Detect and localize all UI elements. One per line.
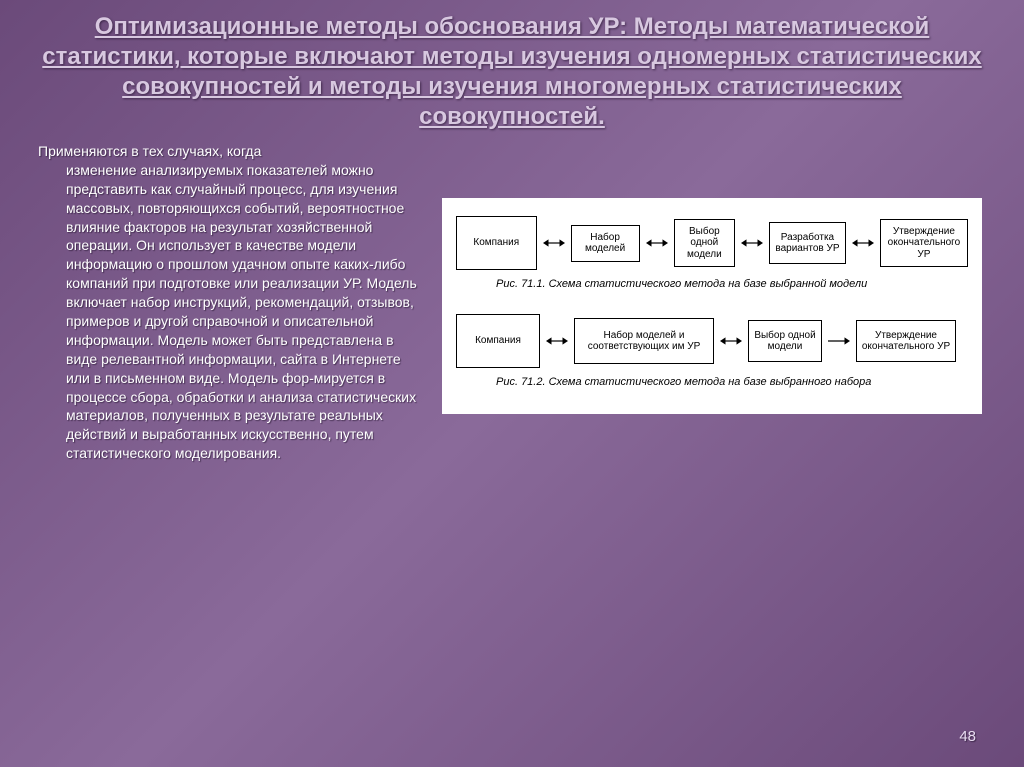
arrow-icon: [546, 331, 568, 351]
paragraph-first-line: Применяются в тех случаях, когда: [38, 142, 418, 161]
arrow-icon: [720, 331, 742, 351]
body-text: Применяются в тех случаях, когда изменен…: [38, 138, 418, 463]
flow-node: Выбор одной модели: [674, 219, 735, 268]
flow-node: Компания: [456, 216, 537, 270]
flow-node: Утверждение окончательного УР: [880, 219, 968, 268]
arrow-icon: [852, 233, 874, 253]
content-row: Применяются в тех случаях, когда изменен…: [38, 138, 986, 463]
flow-node: Выбор одной модели: [748, 320, 822, 362]
caption-1: Рис. 71.1. Схема статистического метода …: [496, 278, 968, 290]
diagram-container: Компания Набор моделей Выбор одной модели Р…: [442, 198, 982, 414]
arrow-icon: [543, 233, 565, 253]
paragraph-body: изменение анализируемых показателей можн…: [66, 161, 418, 463]
flowchart-2: Компания Набор моделей и соответствующих …: [456, 314, 968, 368]
arrow-icon: [646, 233, 668, 253]
flow-node: Разработка вариантов УР: [769, 222, 846, 264]
flow-node: Компания: [456, 314, 540, 368]
diagrams: Компания Набор моделей Выбор одной модели Р…: [438, 138, 986, 414]
caption-2: Рис. 71.2. Схема статистического метода …: [496, 376, 968, 388]
slide-title: Оптимизационные методы обоснования УР: М…: [38, 12, 986, 132]
flow-node: Утверждение окончательного УР: [856, 320, 956, 362]
flow-node: Набор моделей и соответствующих им УР: [574, 318, 714, 364]
arrow-icon: [828, 331, 850, 351]
arrow-icon: [741, 233, 763, 253]
page-number: 48: [959, 728, 976, 745]
flow-node: Набор моделей: [571, 225, 640, 262]
flowchart-1: Компания Набор моделей Выбор одной модели Р…: [456, 216, 968, 270]
slide: Оптимизационные методы обоснования УР: М…: [0, 0, 1024, 767]
